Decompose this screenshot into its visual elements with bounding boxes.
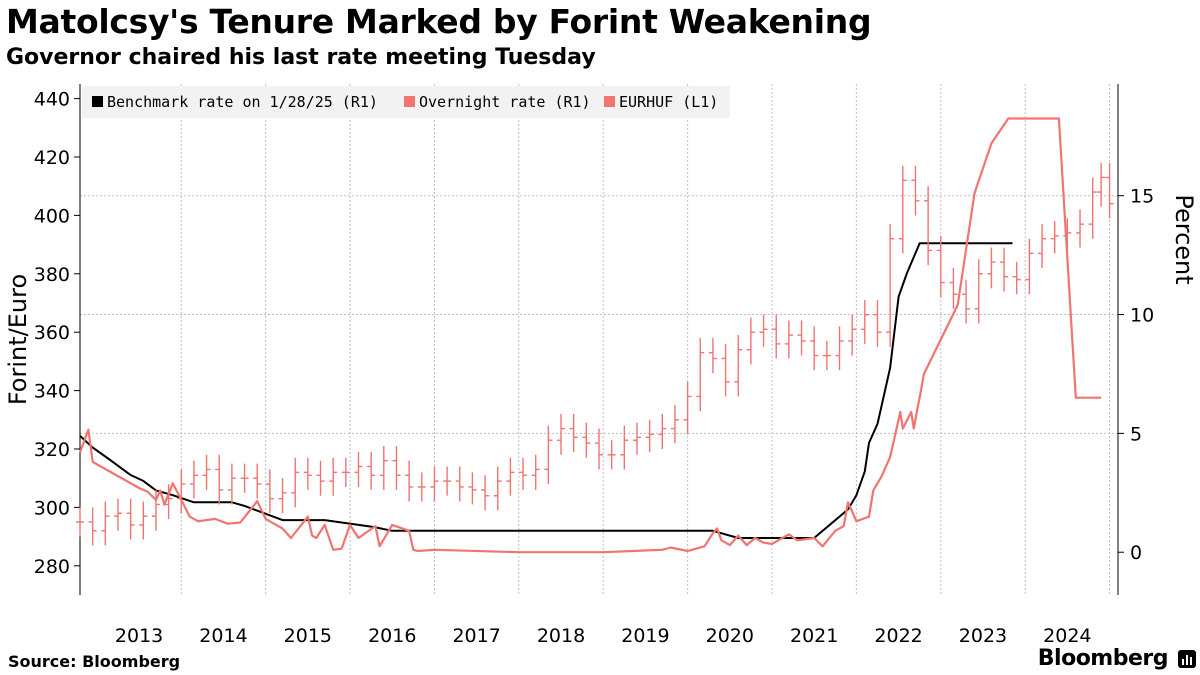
- left-tick-label: 380: [34, 264, 70, 286]
- left-axis-title: Forint/Euro: [4, 274, 32, 405]
- x-tick-label: 2023: [959, 625, 1007, 647]
- bloomberg-logo: Bloomberg: [1037, 646, 1169, 671]
- series-layer: [76, 117, 1114, 554]
- overnight-rate-line: [78, 117, 1102, 554]
- x-tick-label: 2013: [115, 625, 163, 647]
- left-tick-label: 440: [34, 89, 70, 111]
- legend-swatch: [92, 96, 103, 107]
- left-tick-label: 280: [34, 556, 70, 578]
- bloomberg-bars-icon: [1178, 650, 1196, 668]
- left-tick-label: 300: [34, 497, 70, 519]
- x-tick-label: 2015: [284, 625, 332, 647]
- x-tick-label: 2017: [452, 625, 500, 647]
- right-tick-label: 15: [1130, 186, 1154, 208]
- legend-swatch: [404, 96, 415, 107]
- x-tick-label: 2018: [537, 625, 585, 647]
- right-tick-label: 10: [1130, 305, 1154, 327]
- left-tick-label: 420: [34, 147, 70, 169]
- right-axis-title: Percent: [1170, 194, 1198, 284]
- chart-title: Matolcsy's Tenure Marked by Forint Weake…: [6, 2, 872, 41]
- x-tick-label: 2016: [368, 625, 416, 647]
- left-tick-label: 320: [34, 439, 70, 461]
- right-tick-label: 5: [1130, 423, 1142, 445]
- x-tick-label: 2014: [199, 625, 247, 647]
- x-tick-label: 2019: [621, 625, 669, 647]
- gridlines: [80, 84, 1118, 595]
- axes: 2013 2014 2015 2016 2017 2018 2019 2020 2021 2022…: [34, 84, 1154, 647]
- x-tick-label: 2020: [706, 625, 754, 647]
- x-tick-label: 2024: [1043, 625, 1091, 647]
- eurhuf-ohlc-series: [76, 162, 1114, 546]
- x-tick-label: 2021: [790, 625, 838, 647]
- left-tick-label: 360: [34, 322, 70, 344]
- legend-label: Benchmark rate on 1/28/25 (R1): [107, 93, 378, 111]
- left-tick-label: 340: [34, 381, 70, 403]
- legend-label: EURHUF (L1): [619, 93, 718, 111]
- x-tick-label: 2022: [874, 625, 922, 647]
- chart-subtitle: Governor chaired his last rate meeting T…: [6, 45, 596, 70]
- legend-label: Overnight rate (R1): [419, 93, 591, 111]
- source-note: Source: Bloomberg: [8, 652, 181, 671]
- legend: Benchmark rate on 1/28/25 (R1) Overnight …: [82, 86, 730, 118]
- left-tick-label: 400: [34, 205, 70, 227]
- legend-swatch: [604, 96, 615, 107]
- right-tick-label: 0: [1130, 542, 1142, 564]
